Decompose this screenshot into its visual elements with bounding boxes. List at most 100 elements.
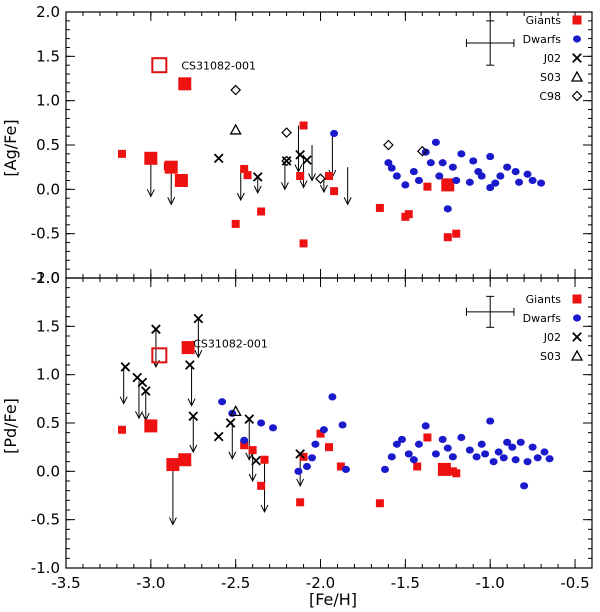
upper-limit-arrowhead — [187, 398, 196, 407]
pd-xtick-label: -0.5 — [560, 574, 589, 592]
ag-point-dwarfs — [477, 172, 486, 180]
upper-limit-arrowhead — [245, 452, 254, 461]
pd-point-dwarfs — [499, 454, 508, 462]
ag-point-giants — [375, 203, 384, 212]
ag-legend-marker-c98 — [571, 90, 583, 102]
ag-point-giants — [178, 77, 192, 91]
upper-limit-arrowhead — [248, 473, 257, 483]
ag-point-giants — [257, 207, 266, 216]
ag-point-giants — [423, 182, 432, 191]
pd-point-dwarfs — [257, 419, 266, 427]
pd-ytick-label: 0.5 — [36, 414, 60, 432]
pd-point-dwarfs — [481, 450, 490, 458]
pd-legend: Giants Dwarfs J02 S03 — [523, 293, 584, 363]
ag-point-giants — [452, 229, 461, 238]
ag-ytick-label: -1.0 — [31, 269, 60, 287]
pd-point-dwarfs — [477, 440, 486, 448]
pd-point-cs31082-001 — [151, 347, 168, 364]
pd-ytick-label: -1.0 — [31, 559, 60, 577]
ag-ytick-label: 1.5 — [36, 47, 60, 65]
ag-point-dwarfs — [330, 129, 339, 138]
ag-point-dwarfs — [387, 164, 396, 172]
pd-point-giants — [240, 441, 249, 450]
ag-point-dwarfs — [515, 178, 524, 186]
pd-point-j02 — [151, 324, 161, 335]
pd-point-j02 — [137, 377, 148, 388]
ag-point-j02 — [295, 149, 305, 160]
ag-point-j02 — [213, 153, 224, 164]
ag-legend-label-dwarfs: Dwarfs — [523, 33, 562, 46]
pd-point-j02 — [185, 360, 195, 370]
pd-point-j02 — [188, 411, 199, 422]
ag-point-dwarfs — [435, 172, 444, 180]
pd-xtick-label: -3.5 — [51, 574, 80, 592]
ag-point-giants — [117, 149, 126, 158]
pd-point-dwarfs — [397, 435, 406, 444]
ag-ytick-label: -0.5 — [31, 225, 60, 243]
ag-point-dwarfs — [438, 159, 447, 167]
pd-point-dwarfs — [545, 455, 554, 463]
ag-ytick-label: 0.5 — [36, 136, 60, 154]
pd-ytick-label: 0.0 — [36, 462, 60, 480]
pd-xtick-label: -1.5 — [391, 574, 420, 592]
upper-limit-arrowhead — [260, 504, 269, 514]
ag-legend-label-giants: Giants — [526, 14, 562, 27]
pd-point-dwarfs — [269, 424, 278, 432]
ag-point-dwarfs — [457, 150, 466, 158]
upper-limit-arrowhead — [146, 189, 155, 198]
pd-point-giants — [452, 469, 461, 478]
pd-point-giants — [260, 455, 269, 464]
ag-point-dwarfs — [426, 159, 435, 167]
pd-point-giants — [375, 499, 384, 508]
ag-point-dwarfs — [414, 176, 423, 185]
pd-point-giants — [325, 443, 333, 452]
pd-point-giants — [257, 481, 266, 490]
pd-xtick-label: -1.0 — [476, 574, 505, 592]
pd-point-dwarfs — [472, 453, 481, 461]
pd-point-dwarfs — [494, 448, 503, 456]
ag-point-dwarfs — [528, 176, 537, 185]
ag-point-j02 — [281, 156, 292, 166]
pd-legend-label-s03: S03 — [540, 350, 561, 363]
ag-point-c98 — [281, 127, 292, 138]
ag-point-dwarfs — [392, 172, 401, 180]
pd-point-dwarfs — [387, 453, 396, 461]
pd-y-axis-title: [Pd/Fe] — [1, 398, 20, 454]
pd-legend-label-j02: J02 — [543, 331, 561, 344]
ag-point-dwarfs — [503, 163, 512, 171]
pd-point-dwarfs — [302, 462, 311, 471]
pd-point-dwarfs — [438, 435, 447, 444]
ag-legend-label-s03: S03 — [540, 71, 561, 84]
upper-limit-arrowhead — [319, 184, 328, 194]
pd-point-giants — [413, 462, 422, 471]
ag-point-giants — [330, 187, 339, 196]
upper-limit-arrowhead — [296, 478, 305, 487]
ag-point-giants — [443, 233, 452, 242]
pd-xtick-label: -2.5 — [221, 574, 250, 592]
pd-point-j02 — [244, 414, 255, 424]
upper-limit-arrowhead — [280, 182, 289, 191]
ag-ytick-label: 0.0 — [36, 180, 60, 198]
upper-limit-arrowhead — [294, 164, 303, 173]
ag-point-dwarfs — [486, 152, 495, 161]
pd-point-giants — [248, 446, 257, 455]
ag-point-j02 — [252, 172, 263, 182]
pd-ticks: -1.0 -0.5 0.0 0.5 1.0 1.5 2.0 -3.5 -3.0 -2.5 -2.0 -… — [31, 269, 593, 592]
pd-point-giants — [296, 498, 305, 507]
upper-limit-arrowhead — [236, 192, 245, 202]
ag-legend-marker-giants — [572, 15, 582, 25]
pd-point-dwarfs — [409, 456, 418, 464]
ag-legend-marker-j02 — [572, 53, 582, 63]
ag-point-giants — [296, 172, 305, 181]
ag-point-giants — [243, 171, 252, 180]
ag-point-c98 — [416, 145, 428, 157]
upper-limit-arrowhead — [194, 350, 203, 359]
upper-limit-arrowhead — [308, 173, 316, 182]
pd-point-giants — [437, 462, 451, 476]
ag-point-c98 — [281, 155, 292, 167]
ag-point-dwarfs — [409, 168, 418, 176]
pd-xtick-label: -3.0 — [136, 574, 165, 592]
ag-point-c98 — [230, 84, 242, 96]
pd-point-dwarfs — [489, 458, 498, 466]
ag-point-dwarfs — [469, 157, 478, 165]
